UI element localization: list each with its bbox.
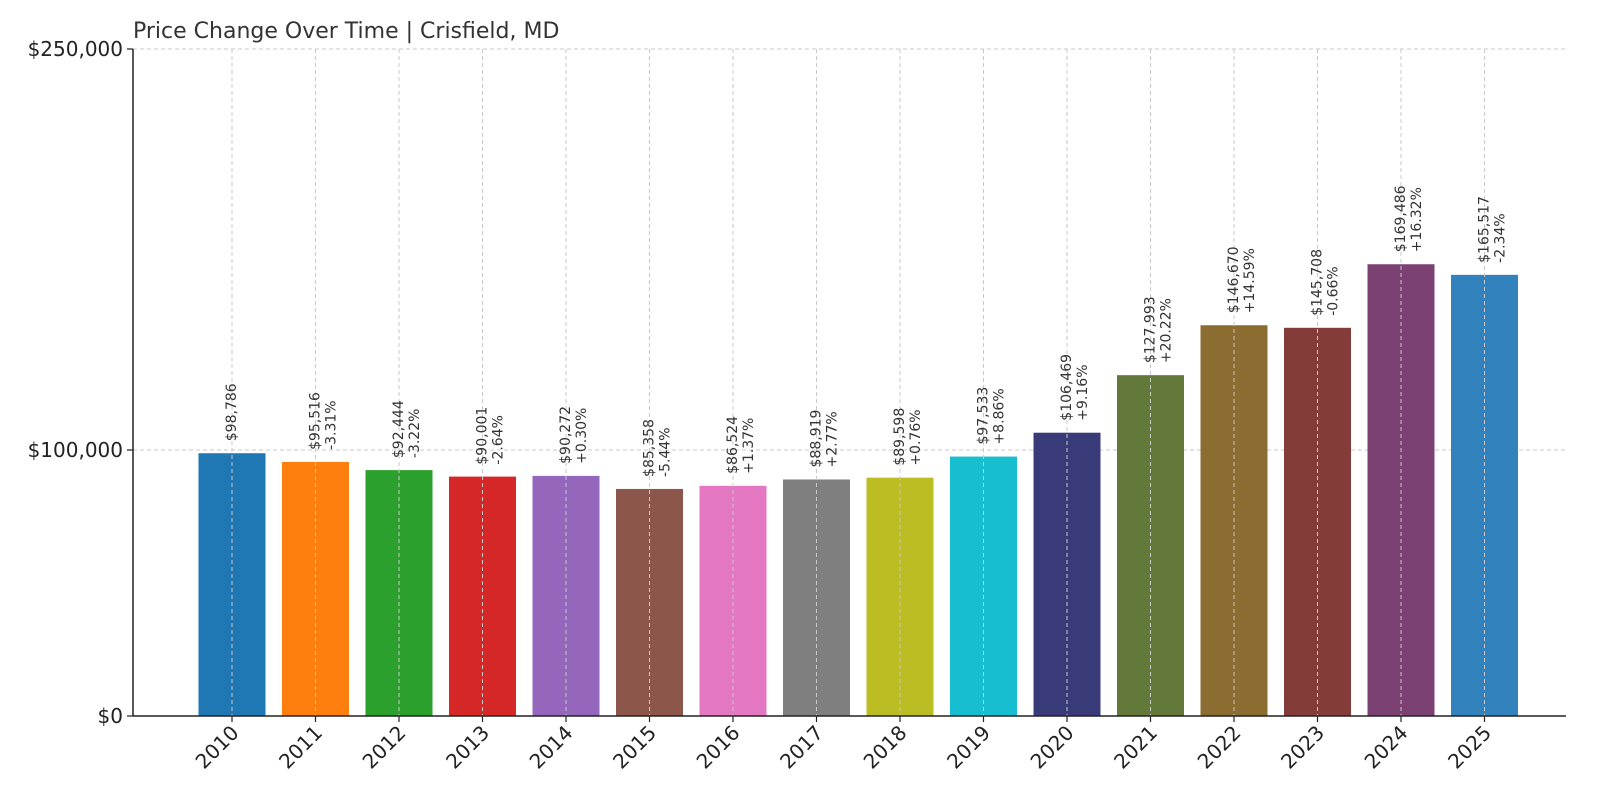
bar-value-label: $106,469: [1059, 354, 1075, 421]
bar-value-label: $86,524: [725, 416, 741, 474]
bar-value-label: $92,444: [391, 400, 407, 458]
bar-value-labels: $98,786 $95,516 -3.31% $92,444 -3.22% $90,001…: [224, 185, 1509, 477]
x-tick-label: 2021: [1109, 721, 1162, 774]
bar-value-label: $85,358: [642, 419, 658, 477]
x-tick-label: 2017: [775, 721, 828, 774]
bar-value-label: $97,533: [976, 387, 992, 445]
x-tick-label: 2020: [1026, 721, 1079, 774]
x-tick-label: 2019: [942, 721, 995, 774]
bar-change-label: -2.34%: [1493, 213, 1509, 263]
bar-change-label: -5.44%: [658, 427, 674, 477]
bar-change-label: +0.30%: [574, 408, 590, 464]
bar-change-label: -3.31%: [324, 400, 340, 450]
y-tick-label: $0: [98, 704, 123, 728]
bar-value-label: $98,786: [224, 383, 240, 441]
x-tick-label: 2024: [1360, 721, 1413, 774]
x-tick-label: 2018: [859, 721, 912, 774]
bar-series: [198, 264, 1518, 716]
bar-value-label: $165,517: [1477, 196, 1493, 263]
chart-title: Price Change Over Time | Crisfield, MD: [133, 19, 559, 44]
x-tick-label: 2015: [608, 721, 661, 774]
bar-value-label: $90,272: [558, 406, 574, 464]
bar-2019: [950, 456, 1017, 716]
bar-change-label: -2.64%: [491, 415, 507, 465]
x-tick-label: 2011: [274, 721, 327, 774]
x-gridlines-overlay: [231, 49, 1485, 716]
x-tick-label: 2013: [441, 721, 494, 774]
y-tick-label: $100,000: [28, 438, 123, 462]
x-tick-label: 2010: [191, 721, 244, 774]
y-tick-label: $250,000: [28, 37, 123, 61]
bar-value-label: $127,993: [1143, 296, 1159, 363]
bar-value-label: $88,919: [809, 410, 825, 468]
bar-change-label: +2.77%: [825, 411, 841, 467]
bar-2025: [1451, 274, 1518, 716]
bar-value-label: $90,001: [475, 407, 491, 465]
y-axis-ticks: $0 $100,000 $250,000: [28, 37, 133, 728]
bar-change-label: +0.76%: [908, 409, 924, 465]
bar-value-label: $95,516: [308, 392, 324, 450]
bar-value-label: $89,598: [892, 408, 908, 466]
bar-change-label: +14.59%: [1242, 248, 1258, 313]
x-tick-label: 2023: [1276, 721, 1329, 774]
bar-change-label: +1.37%: [741, 418, 757, 474]
bar-change-label: -3.22%: [407, 409, 423, 459]
x-tick-label: 2022: [1193, 721, 1246, 774]
bar-change-label: +16.32%: [1409, 187, 1425, 252]
x-axis-ticks: 2010 2011 2012 2013 2014 2015 2016 2017 2018 2019…: [191, 716, 1496, 774]
bar-change-label: +9.16%: [1075, 364, 1091, 420]
bar-value-label: $169,486: [1393, 185, 1409, 252]
y-gridlines: [133, 48, 1566, 451]
x-tick-label: 2012: [358, 721, 411, 774]
bar-2021: [1117, 375, 1184, 716]
bar-change-label: +20.22%: [1159, 298, 1175, 363]
bar-2016: [699, 485, 767, 716]
bar-value-label: $146,670: [1226, 246, 1242, 313]
bar-change-label: +8.86%: [992, 388, 1008, 444]
bar-change-label: -0.66%: [1326, 266, 1342, 316]
x-tick-label: 2016: [692, 721, 745, 774]
x-tick-label: 2025: [1443, 721, 1496, 774]
bar-value-label: $145,708: [1310, 249, 1326, 316]
x-tick-label: 2014: [525, 721, 578, 774]
